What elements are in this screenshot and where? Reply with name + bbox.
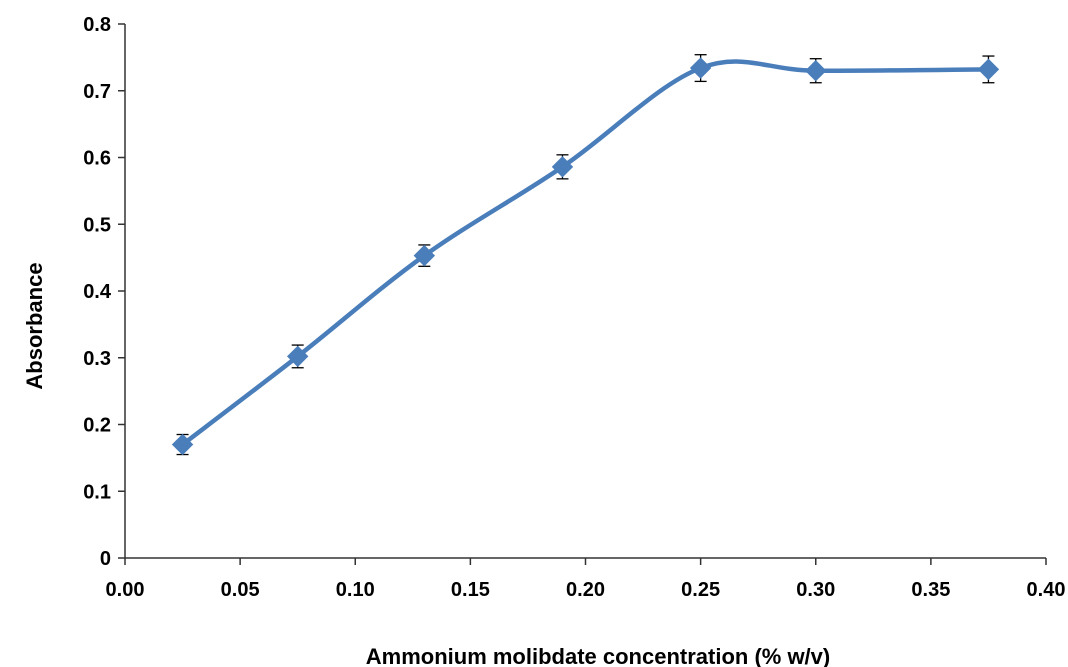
x-axis-title: Ammonium molibdate concentration (% w/v) bbox=[366, 644, 830, 667]
x-tick-label: 0.30 bbox=[796, 579, 835, 601]
x-tick-label: 0.00 bbox=[106, 579, 145, 601]
x-tick-label: 0.40 bbox=[1027, 579, 1066, 601]
y-tick-label: 0.4 bbox=[83, 281, 112, 303]
x-tick-label: 0.20 bbox=[566, 579, 605, 601]
x-tick-label: 0.10 bbox=[336, 579, 375, 601]
x-tick-label: 0.25 bbox=[681, 579, 720, 601]
x-ticks: 0.00 0.05 0.10 0.15 0.20 0.25 0.30 0.35 0.40 bbox=[106, 558, 1066, 601]
x-tick-label: 0.35 bbox=[911, 579, 950, 601]
x-tick-label: 0.15 bbox=[451, 579, 490, 601]
series-line bbox=[180, 59, 991, 447]
y-tick-label: 0.1 bbox=[83, 481, 111, 503]
y-tick-label: 0.2 bbox=[83, 415, 111, 437]
data-point bbox=[286, 345, 309, 368]
y-tick-label: 0.3 bbox=[83, 348, 111, 370]
y-tick-label: 0.6 bbox=[83, 148, 111, 170]
data-point bbox=[805, 60, 827, 82]
y-tick-label: 0.5 bbox=[83, 214, 111, 236]
data-point bbox=[413, 244, 436, 267]
y-tick-label: 0.8 bbox=[83, 14, 111, 36]
axes bbox=[124, 24, 1046, 559]
data-point bbox=[689, 57, 712, 79]
y-tick-label: 0.7 bbox=[83, 81, 111, 103]
data-point bbox=[977, 58, 1000, 81]
y-ticks: 0 0.1 0.2 0.3 0.4 0.5 0.6 0.7 0.8 bbox=[83, 14, 125, 570]
plot-area bbox=[171, 54, 1000, 456]
y-tick-label: 0 bbox=[100, 548, 111, 570]
x-tick-label: 0.05 bbox=[221, 579, 260, 601]
y-axis-title: Absorbance bbox=[22, 262, 47, 389]
data-point bbox=[551, 156, 574, 178]
data-point bbox=[171, 433, 194, 456]
